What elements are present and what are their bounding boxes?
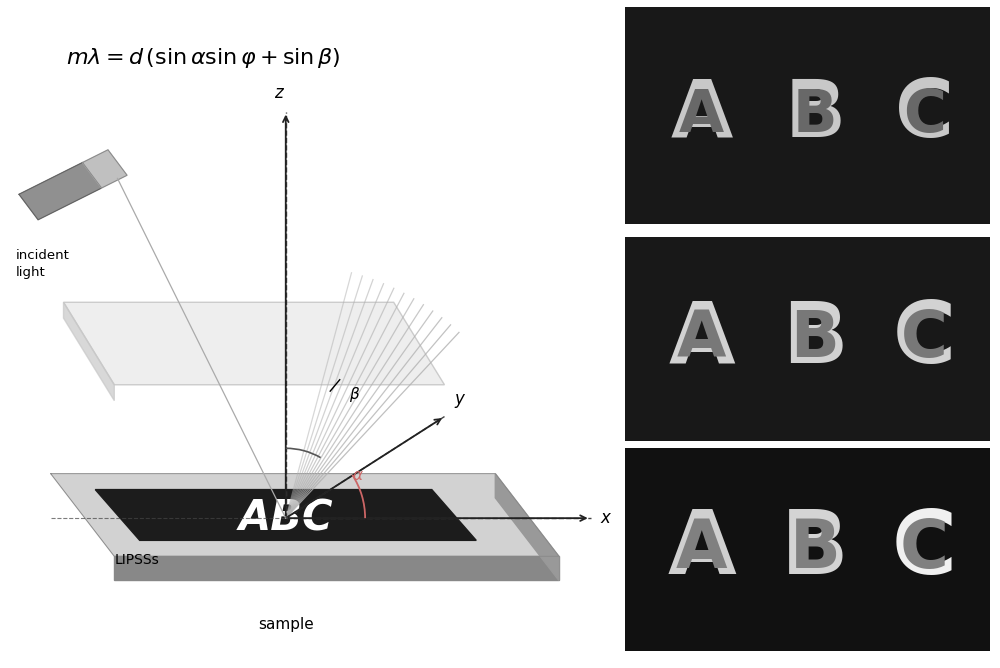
Polygon shape [95, 490, 476, 540]
Text: C: C [903, 87, 946, 144]
Polygon shape [83, 150, 127, 188]
Text: B: B [781, 506, 849, 593]
Text: A: A [667, 506, 736, 593]
Text: A: A [668, 297, 735, 381]
Text: $\beta$: $\beta$ [349, 385, 361, 404]
Text: C: C [895, 76, 954, 154]
Text: C: C [900, 516, 949, 582]
Text: ABC: ABC [239, 497, 333, 539]
Polygon shape [19, 162, 102, 220]
Text: $\alpha$: $\alpha$ [352, 468, 364, 483]
Text: $y$: $y$ [454, 392, 466, 410]
Text: $x$: $x$ [600, 509, 612, 527]
Text: C: C [892, 506, 957, 593]
Text: C: C [893, 297, 956, 381]
Text: incident
light: incident light [16, 249, 70, 279]
Polygon shape [51, 474, 559, 556]
Text: B: B [782, 297, 848, 381]
Text: $m\lambda = d\,(\sin\alpha\sin\varphi + \sin\beta)$: $m\lambda = d\,(\sin\alpha\sin\varphi + … [66, 46, 341, 69]
Text: B: B [790, 308, 839, 370]
Polygon shape [114, 556, 559, 580]
Text: LIPSSs: LIPSSs [114, 553, 159, 567]
Polygon shape [64, 302, 444, 385]
Text: A: A [671, 76, 733, 154]
Text: A: A [676, 516, 727, 582]
Text: sample: sample [258, 617, 314, 633]
Text: B: B [793, 87, 837, 144]
Text: B: B [789, 516, 840, 582]
Text: C: C [901, 308, 948, 370]
Text: A: A [679, 87, 724, 144]
Polygon shape [64, 302, 114, 401]
Polygon shape [495, 474, 559, 580]
Text: A: A [677, 308, 726, 370]
Text: $z$: $z$ [274, 84, 285, 102]
Text: B: B [784, 76, 845, 154]
